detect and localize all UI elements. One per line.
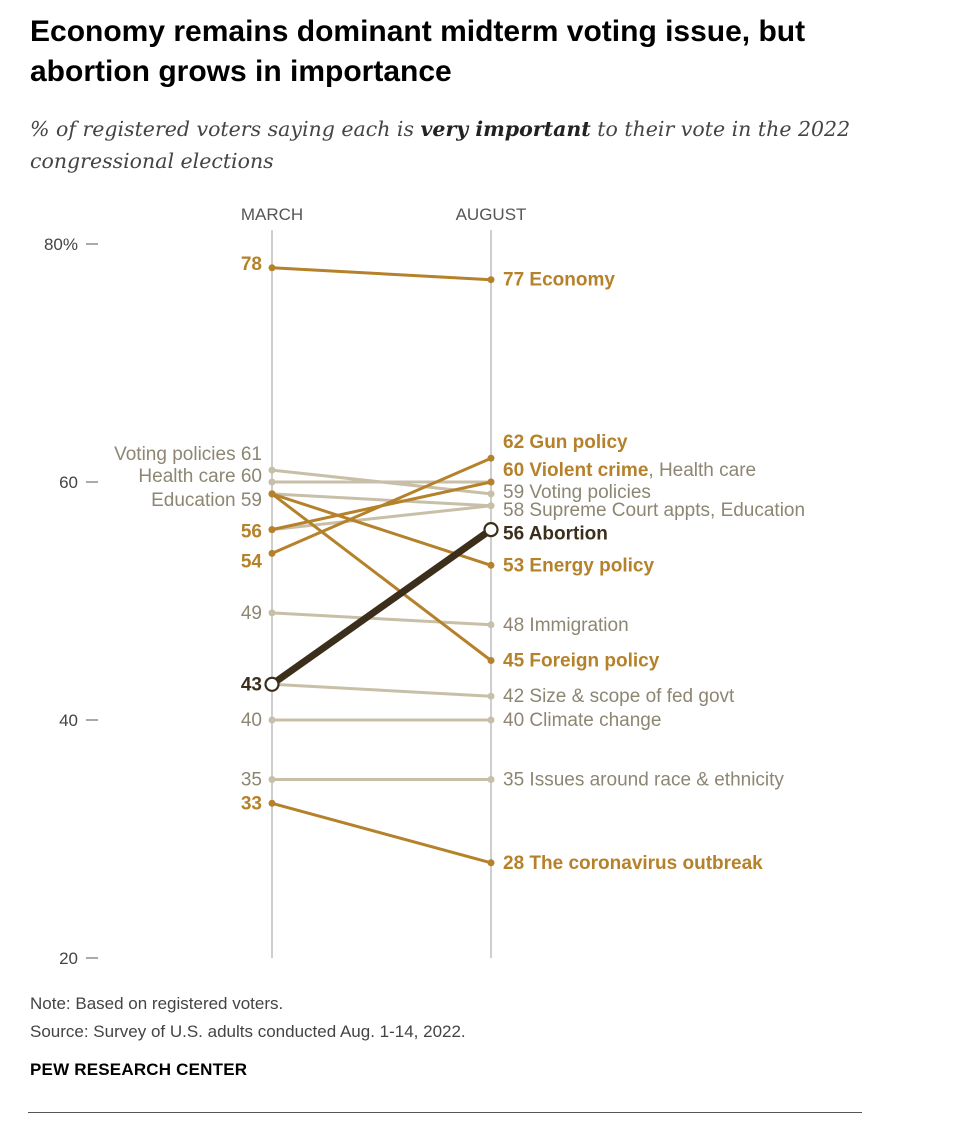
series-line-economy xyxy=(270,266,493,282)
right-label-56-abortion: 56 Abortion xyxy=(503,524,608,545)
right-label-part-59-voting-policies: 59 Voting policies xyxy=(503,482,651,503)
left-label-35: 35 xyxy=(241,770,262,791)
series-point-economy-august xyxy=(487,276,495,284)
right-label-42-size-scope-of-fed-govt: 42 Size & scope of fed govt xyxy=(503,686,735,707)
series-point-voting-policies-march xyxy=(268,466,276,474)
series-point-education-august xyxy=(487,502,495,510)
right-label-part-48-immigration: 48 Immigration xyxy=(503,615,629,636)
left-label-health-care-60: Health care 60 xyxy=(138,466,262,487)
series-point-health-care-march xyxy=(268,478,276,486)
left-label-43: 43 xyxy=(241,674,262,695)
y-tick-label-80: 80% xyxy=(44,235,78,254)
series-point-immigration-march xyxy=(268,609,276,617)
series-point-issues-around-race-ethnicity-march xyxy=(268,776,276,783)
brand-logo-text: PEW RESEARCH CENTER xyxy=(30,1060,248,1079)
series-line-size-scope-of-fed-govt xyxy=(270,682,493,698)
series-line-foreign-policy xyxy=(270,492,493,662)
left-label-40: 40 xyxy=(241,710,262,731)
right-label-48-immigration: 48 Immigration xyxy=(503,615,629,636)
right-label-45-foreign-policy: 45 Foreign policy xyxy=(503,651,660,672)
right-label-part-35-issues-around-race-ethnicity: 35 Issues around race & ethnicity xyxy=(503,770,784,791)
right-label-part-58-supreme-court-appts-education: 58 Supreme Court appts, Education xyxy=(503,500,805,521)
series-point-abortion-march xyxy=(264,676,280,692)
series-point-energy-policy-august xyxy=(487,561,495,569)
series-point-economy-march xyxy=(268,264,276,272)
subtitle-pre: % of registered voters saying each is xyxy=(30,117,421,141)
series-point-the-coronavirus-outbreak-august xyxy=(487,859,495,867)
y-tick-label-20: 20 xyxy=(59,949,78,968)
chart-source: Source: Survey of U.S. adults conducted … xyxy=(30,1022,466,1041)
right-label-58-supreme-court-appts-education: 58 Supreme Court appts, Education xyxy=(503,500,805,521)
subtitle-emphasis: very important xyxy=(420,117,591,141)
chart-subtitle: % of registered voters saying each is ve… xyxy=(30,113,910,177)
right-label-53-energy-policy: 53 Energy policy xyxy=(503,555,654,576)
right-label-59-voting-policies: 59 Voting policies xyxy=(503,482,651,503)
subtitle-post: to their vote in the 2022 congressional … xyxy=(30,117,851,173)
left-label-56: 56 xyxy=(241,522,262,543)
series-point-immigration-august xyxy=(487,621,495,629)
left-label-78: 78 xyxy=(241,254,262,275)
left-label-49: 49 xyxy=(241,603,262,624)
chart-note: Note: Based on registered voters. xyxy=(30,994,284,1013)
left-label-33: 33 xyxy=(241,793,262,814)
series-point-foreign-policy-march xyxy=(268,490,276,498)
y-tick-label-60: 60 xyxy=(59,473,78,492)
series-point-gun-policy-march xyxy=(268,549,276,557)
series-point-issues-around-race-ethnicity-august xyxy=(487,776,495,783)
series-line-the-coronavirus-outbreak xyxy=(270,801,493,865)
series-line-supreme-court-appts xyxy=(270,504,493,532)
right-label-part-60-violent-crime: 60 Violent crime xyxy=(503,460,648,481)
series-line-immigration xyxy=(270,611,493,627)
right-label-35-issues-around-race-ethnicity: 35 Issues around race & ethnicity xyxy=(503,770,784,791)
right-label-28-the-coronavirus-outbreak: 28 The coronavirus outbreak xyxy=(503,853,763,874)
left-label-54: 54 xyxy=(241,551,263,572)
series-point-voting-policies-august xyxy=(487,490,495,498)
series-point-violent-crime-august xyxy=(487,478,495,486)
column-header-august: AUGUST xyxy=(456,205,527,224)
series-point-abortion-august xyxy=(483,522,499,538)
series-point-violent-crime-march xyxy=(268,526,276,534)
column-header-march: MARCH xyxy=(241,205,303,224)
right-label-62-gun-policy: 62 Gun policy xyxy=(503,432,628,453)
series-point-climate-change-august xyxy=(487,716,495,724)
right-label-60-violent-crime-health-care: 60 Violent crime, Health care xyxy=(503,460,756,481)
y-tick-label-40: 40 xyxy=(59,711,78,730)
slope-chart: MARCH AUGUST 20 40 60 80% 78 Voting policies 61… xyxy=(44,205,805,968)
right-label-part-42-size-scope-of-fed-govt: 42 Size & scope of fed govt xyxy=(503,686,735,707)
right-label-part-28-the-coronavirus-outbreak: 28 The coronavirus outbreak xyxy=(503,853,763,874)
series-point-the-coronavirus-outbreak-march xyxy=(268,799,276,807)
right-label-part-56-abortion: 56 Abortion xyxy=(503,524,608,545)
chart-title: Economy remains dominant midterm voting … xyxy=(30,15,806,88)
series-line-education xyxy=(270,492,493,508)
right-label-part-77-economy: 77 Economy xyxy=(503,270,615,291)
series-point-gun-policy-august xyxy=(487,454,495,462)
series-point-size-scope-of-fed-govt-august xyxy=(487,692,495,700)
right-label-part-45-foreign-policy: 45 Foreign policy xyxy=(503,651,660,672)
right-label-77-economy: 77 Economy xyxy=(503,270,615,291)
footer-divider xyxy=(28,1112,862,1113)
right-label-part-40-climate-change: 40 Climate change xyxy=(503,710,661,731)
right-label-40-climate-change: 40 Climate change xyxy=(503,710,661,731)
right-label-part-health-care: , Health care xyxy=(648,460,756,481)
left-label-education-59: Education 59 xyxy=(151,490,262,511)
series-point-climate-change-march xyxy=(268,716,276,724)
series-line-abortion xyxy=(268,526,495,688)
right-label-part-53-energy-policy: 53 Energy policy xyxy=(503,555,654,576)
series-point-foreign-policy-august xyxy=(487,657,495,664)
right-label-part-62-gun-policy: 62 Gun policy xyxy=(503,432,628,453)
left-label-voting-policies-61: Voting policies 61 xyxy=(114,444,262,465)
